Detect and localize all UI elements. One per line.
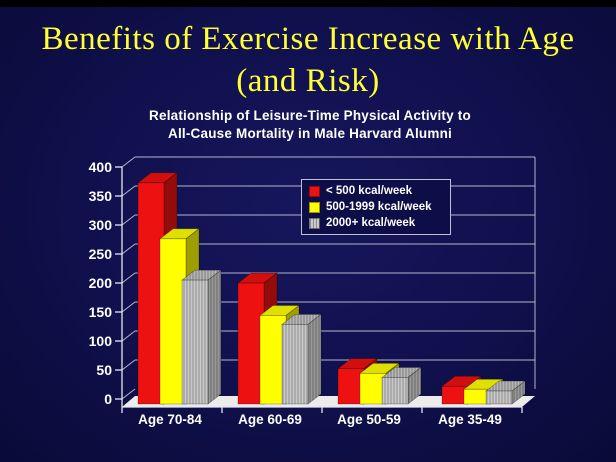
bar-age-50-59-s2 xyxy=(380,366,423,405)
x-axis-label: Age 50-59 xyxy=(337,412,401,427)
slide-title-line1: Benefits of Exercise Increase with Age xyxy=(41,21,575,57)
chart-title-line2: All-Cause Mortality in Male Harvard Alum… xyxy=(168,126,452,142)
legend-swatch-1 xyxy=(309,201,320,213)
y-axis-label: 0 xyxy=(104,391,112,407)
y-axis-label: 200 xyxy=(89,275,113,291)
bar-age-70-84-s2 xyxy=(180,269,223,405)
chart-floor xyxy=(122,396,535,407)
chart-legend: < 500 kcal/week 500-1999 kcal/week 2000+ k… xyxy=(301,179,451,235)
y-axis-label: 300 xyxy=(89,217,113,233)
chart-title: Relationship of Leisure-Time Physical Ac… xyxy=(0,107,616,143)
bar-age-35-49-s2 xyxy=(484,380,527,405)
slide-title-line2: (and Risk) xyxy=(236,63,380,100)
chart-title-line1: Relationship of Leisure-Time Physical Ac… xyxy=(149,108,471,123)
legend-label: 500-1999 kcal/week xyxy=(326,201,432,213)
top-bar xyxy=(0,0,616,7)
slide-title: Benefits of Exercise Increase with Age (a… xyxy=(0,18,616,102)
y-axis-label: 400 xyxy=(89,159,113,175)
legend-item: < 500 kcal/week xyxy=(309,185,443,197)
x-axis-label: Age 60-69 xyxy=(238,412,302,427)
axes: 0 50 100 150 200 250 300 350 400 Age 70-84 Age 60-… xyxy=(89,159,523,427)
y-axis-label: 100 xyxy=(89,333,113,349)
y-axis-label: 50 xyxy=(96,362,112,378)
legend-item: 500-1999 kcal/week xyxy=(309,201,443,213)
bar-age-60-69-s2 xyxy=(280,313,323,405)
legend-label: 2000+ kcal/week xyxy=(326,217,416,229)
chart-bars xyxy=(136,172,527,405)
legend-item: 2000+ kcal/week xyxy=(309,217,443,229)
legend-swatch-0 xyxy=(309,185,320,197)
legend-label: < 500 kcal/week xyxy=(326,185,413,197)
y-axis-label: 150 xyxy=(89,304,113,320)
y-axis-label: 350 xyxy=(89,188,113,204)
x-axis-label: Age 35-49 xyxy=(438,412,502,427)
legend-swatch-2 xyxy=(309,217,320,229)
y-axis-label: 250 xyxy=(89,246,113,262)
x-axis-label: Age 70-84 xyxy=(138,412,202,427)
